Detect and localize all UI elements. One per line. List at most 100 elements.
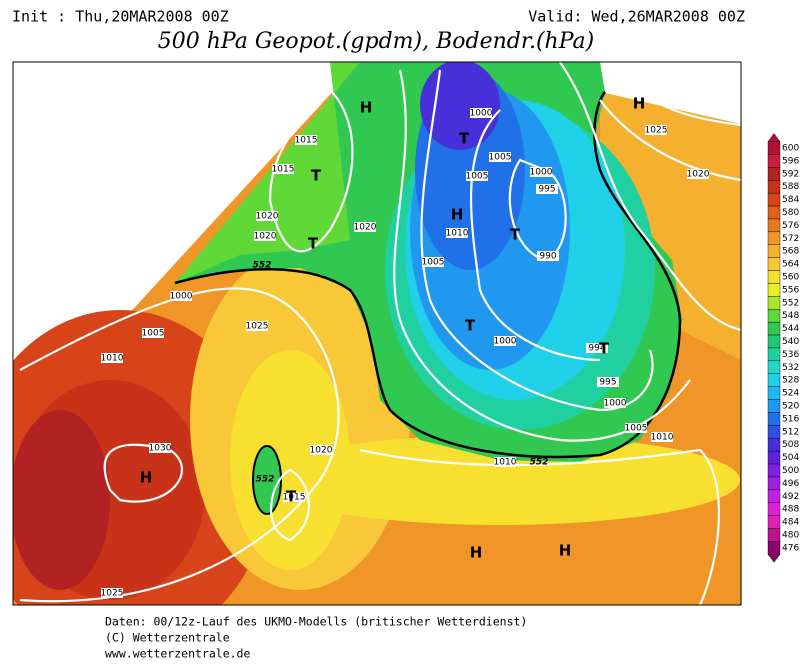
isobar-label-bg — [466, 171, 488, 181]
colorbar-label: 536 — [782, 350, 799, 360]
isobar — [269, 468, 310, 542]
isobar-label-bg — [101, 353, 123, 363]
isobar-label-bg — [283, 492, 305, 502]
colorbar-swatch — [767, 425, 781, 439]
isobar-label-bg — [149, 443, 171, 453]
colorbar-label: 572 — [782, 234, 799, 244]
colorbar-label: 540 — [782, 337, 799, 347]
colorbar-label: 488 — [782, 505, 799, 515]
colorbar-swatch — [767, 283, 781, 297]
isobar — [268, 89, 354, 253]
colorbar-swatch — [767, 167, 781, 181]
colorbar-swatch — [767, 399, 781, 413]
isobar-label: 1005 — [466, 172, 489, 182]
isobar — [359, 448, 720, 605]
isobar-label: 1015 — [272, 165, 295, 175]
colorbar-label: 588 — [782, 182, 799, 192]
isobar-label: 1020 — [687, 170, 710, 180]
colorbar-swatch — [767, 154, 781, 168]
field-yellow-east — [260, 435, 740, 525]
pressure-center: H — [633, 95, 646, 113]
pressure-center: H — [559, 542, 572, 560]
isobar-label: 1005 — [422, 258, 445, 268]
colorbar-swatch — [767, 541, 781, 555]
colorbar-swatch — [767, 218, 781, 233]
isobar-label: 1010 — [651, 433, 674, 443]
isobar-label: 1025 — [246, 322, 269, 332]
isobar-label-bg — [246, 321, 268, 331]
isobar-label: 990 — [539, 252, 556, 262]
isobar-label-bg — [142, 328, 164, 338]
map-title: 500 hPa Geopot.(gpdm), Bodendr.(hPa) — [158, 29, 594, 54]
colorbar-label: 564 — [782, 260, 799, 270]
pressure-center: T — [311, 167, 322, 185]
isobar-label-bg — [597, 377, 619, 387]
isobar-label-bg — [494, 457, 516, 467]
isobar — [469, 109, 601, 362]
isobar-label: 1005 — [142, 329, 165, 339]
colorbar-swatch — [767, 231, 781, 245]
colorbar-label: 600 — [782, 144, 799, 154]
colorbar-label: 532 — [782, 363, 799, 373]
colorbar-swatch — [767, 360, 781, 374]
isobar-label: 1005 — [489, 153, 512, 163]
field-yellow-core — [230, 350, 350, 570]
colorbar-label: 560 — [782, 273, 799, 283]
isobar-label: 1020 — [354, 223, 377, 233]
isobar-label-bg — [272, 164, 294, 174]
colorbar-swatch — [767, 180, 781, 194]
colorbar-swatch — [767, 489, 781, 503]
pressure-center: T — [599, 340, 610, 358]
isobar-label-bg — [687, 169, 709, 179]
isobar-label-bg — [645, 125, 667, 135]
colorbar-label: 528 — [782, 376, 799, 386]
contour-552 — [174, 91, 682, 459]
field-green-cutoff — [252, 445, 282, 515]
pressure-center: H — [360, 99, 373, 117]
pressure-center: H — [470, 544, 483, 562]
colorbar-swatch — [767, 270, 781, 284]
colorbar-swatch — [767, 192, 781, 207]
pressure-center: H — [451, 206, 464, 224]
isobar-label: 995 — [538, 185, 555, 195]
field-light-green — [175, 62, 360, 283]
isobar-label-bg — [489, 152, 511, 162]
colorbar-swatch — [767, 476, 781, 491]
field-purple — [420, 62, 500, 150]
isobar — [639, 89, 741, 127]
isobar-label-bg — [310, 445, 332, 455]
colorbar-label: 476 — [782, 543, 799, 553]
colorbar-label: 552 — [782, 298, 799, 308]
isobar-label: 1005 — [625, 424, 648, 434]
isobar-label: 1000 — [170, 292, 193, 302]
isobar-label-bg — [536, 184, 558, 194]
colorbar-swatch — [767, 244, 781, 258]
colorbar-swatch — [767, 386, 781, 400]
colorbar-label: 516 — [782, 414, 799, 424]
colorbar-label: 492 — [782, 492, 799, 502]
isobar-label: 1030 — [149, 444, 172, 454]
height-label: 552 — [253, 261, 272, 271]
colorbar-label: 496 — [782, 479, 799, 489]
isobar-label-bg — [354, 222, 376, 232]
pressure-center: T — [308, 235, 319, 253]
footer-line: Daten: 00/12z-Lauf des UKMO-Modells (bri… — [105, 615, 527, 629]
colorbar-swatch — [767, 347, 781, 362]
colorbar-label: 480 — [782, 531, 799, 541]
isobar-label: 1015 — [295, 136, 318, 146]
colorbar-bottom-cap — [767, 554, 781, 563]
colorbar-label: 524 — [782, 389, 799, 399]
isobar — [559, 62, 741, 332]
isobar-label: 1010 — [494, 458, 517, 468]
colorbar-label: 584 — [782, 195, 799, 205]
valid-time: Valid: Wed,26MAR2008 00Z — [528, 8, 745, 26]
isobar-label-bg — [530, 167, 552, 177]
isobar-label: 1010 — [446, 229, 469, 239]
colorbar-label: 580 — [782, 208, 799, 218]
colorbar-swatch — [767, 373, 781, 387]
colorbar-swatch — [767, 502, 781, 516]
colorbar-label: 596 — [782, 156, 799, 166]
map-frame — [12, 61, 742, 606]
colorbar-label: 548 — [782, 311, 799, 321]
height-label: 552 — [256, 475, 275, 485]
